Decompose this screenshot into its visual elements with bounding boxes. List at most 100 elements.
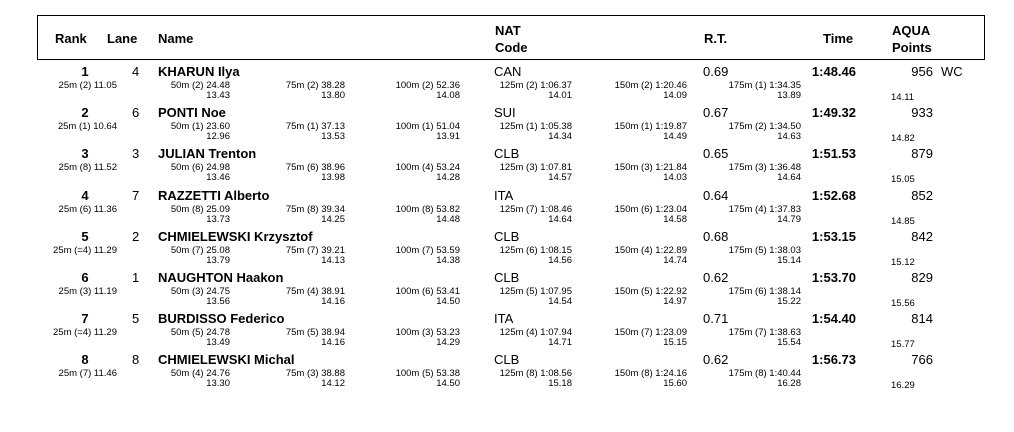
split-175m: 175m (6) 1:38.14 bbox=[728, 286, 801, 297]
split-100m-diff: 14.08 bbox=[436, 90, 460, 101]
split-100m: 100m (3) 53.23 bbox=[395, 327, 460, 339]
rank-cell: 2 bbox=[81, 105, 89, 121]
split-50m-diff: 13.56 bbox=[206, 296, 230, 307]
split-125m-diff: 14.54 bbox=[548, 296, 572, 307]
split-50m: 50m (8) 25.09 bbox=[170, 203, 230, 215]
lane-cell: 3 bbox=[132, 146, 140, 162]
split-175m-diff: 15.14 bbox=[777, 254, 801, 266]
athlete-name: RAZZETTI Alberto bbox=[158, 187, 270, 203]
aqua-points: 814 bbox=[911, 311, 933, 327]
split-50m: 50m (5) 24.78 bbox=[170, 327, 230, 339]
results-header: Rank Lane Name NAT Code R.T. Time AQUA P… bbox=[37, 15, 985, 60]
split-125m-diff: 14.71 bbox=[548, 337, 572, 349]
split-100m: 100m (5) 53.38 bbox=[395, 368, 460, 380]
split-100m: 100m (4) 53.24 bbox=[395, 162, 460, 174]
reaction-time: 0.62 bbox=[703, 352, 729, 368]
athlete-name: PONTI Noe bbox=[158, 105, 226, 121]
rank-cell: 8 bbox=[81, 352, 89, 368]
split-100m-diff: 14.48 bbox=[436, 213, 460, 225]
split-200m-diff: 15.56 bbox=[891, 298, 915, 309]
split-100m-diff: 13.91 bbox=[436, 131, 460, 143]
nat-code: CLB bbox=[494, 352, 520, 368]
reaction-time: 0.64 bbox=[703, 187, 729, 203]
split-25m: 25m (6) 11.36 bbox=[58, 203, 117, 215]
split-25m: 25m (2) 11.05 bbox=[58, 80, 117, 91]
reaction-time: 0.69 bbox=[703, 64, 729, 79]
split-100m-diff: 14.38 bbox=[436, 254, 460, 266]
split-150m-diff: 14.03 bbox=[663, 172, 687, 184]
split-175m-diff: 14.64 bbox=[777, 172, 801, 184]
final-time: 1:56.73 bbox=[811, 352, 856, 368]
aqua-points: 879 bbox=[911, 146, 933, 162]
split-25m: 25m (7) 11.46 bbox=[58, 368, 117, 380]
header-rt: R.T. bbox=[704, 31, 728, 46]
result-row: 6 1 NAUGHTON Haakon CLB 0.62 1:53.70 829 25m (3… bbox=[0, 270, 1014, 311]
result-row: 8 8 CHMIELEWSKI Michal CLB 0.62 1:56.73 766 25m… bbox=[0, 352, 1014, 393]
split-200m-diff: 15.05 bbox=[891, 174, 915, 186]
split-25m: 25m (8) 11.52 bbox=[58, 162, 117, 174]
result-row: 1 4 KHARUN Ilya CAN 0.69 1:48.46 956 WC 25m (2) … bbox=[0, 64, 1014, 105]
split-100m-diff: 14.50 bbox=[436, 296, 460, 307]
split-150m-diff: 14.49 bbox=[663, 131, 687, 143]
split-150m-diff: 14.58 bbox=[663, 213, 687, 225]
lane-cell: 7 bbox=[132, 187, 140, 203]
reaction-time: 0.71 bbox=[703, 311, 729, 327]
rank-cell: 7 bbox=[81, 311, 89, 327]
header-rank: Rank bbox=[55, 31, 87, 46]
split-125m: 125m (5) 1:07.95 bbox=[499, 286, 572, 297]
split-150m-diff: 14.74 bbox=[663, 254, 687, 266]
split-125m-diff: 14.01 bbox=[548, 90, 572, 101]
split-25m: 25m (=4) 11.29 bbox=[53, 327, 117, 339]
aqua-points: 956 bbox=[911, 64, 933, 79]
split-50m-diff: 13.30 bbox=[206, 378, 230, 390]
split-50m-diff: 13.49 bbox=[206, 337, 230, 349]
reaction-time: 0.67 bbox=[703, 105, 729, 121]
split-50m-diff: 13.73 bbox=[206, 213, 230, 225]
nat-code: SUI bbox=[494, 105, 516, 121]
split-75m-diff: 13.53 bbox=[321, 131, 345, 143]
split-150m: 150m (7) 1:23.09 bbox=[614, 327, 687, 339]
split-75m-diff: 13.98 bbox=[321, 172, 345, 184]
result-row: 4 7 RAZZETTI Alberto ITA 0.64 1:52.68 852 25m (… bbox=[0, 188, 1014, 229]
split-100m-diff: 14.50 bbox=[436, 378, 460, 390]
split-200m-diff: 15.77 bbox=[891, 339, 915, 351]
athlete-name: JULIAN Trenton bbox=[158, 146, 257, 162]
split-200m-diff: 15.12 bbox=[891, 256, 915, 268]
split-100m-diff: 14.29 bbox=[436, 337, 460, 349]
final-time: 1:53.15 bbox=[811, 228, 856, 244]
header-name: Name bbox=[158, 31, 194, 46]
split-175m-diff: 14.63 bbox=[777, 131, 801, 143]
rank-cell: 1 bbox=[81, 64, 89, 79]
split-75m-diff: 14.13 bbox=[321, 254, 345, 266]
split-75m-diff: 14.25 bbox=[321, 213, 345, 225]
result-row: 7 5 BURDISSO Federico ITA 0.71 1:54.40 814 25m … bbox=[0, 311, 1014, 352]
athlete-name: KHARUN Ilya bbox=[158, 64, 240, 79]
final-time: 1:48.46 bbox=[811, 64, 856, 79]
split-150m: 150m (4) 1:22.89 bbox=[614, 244, 687, 256]
split-75m-diff: 14.16 bbox=[321, 337, 345, 349]
lane-cell: 1 bbox=[132, 270, 140, 285]
split-75m-diff: 14.16 bbox=[321, 296, 345, 307]
split-150m: 150m (6) 1:23.04 bbox=[614, 203, 687, 215]
split-125m: 125m (2) 1:06.37 bbox=[499, 80, 572, 91]
split-150m-diff: 15.60 bbox=[663, 378, 687, 390]
reaction-time: 0.65 bbox=[703, 146, 729, 162]
split-50m: 50m (3) 24.75 bbox=[170, 286, 230, 297]
split-125m-diff: 14.34 bbox=[548, 131, 572, 143]
split-175m-diff: 16.28 bbox=[777, 378, 801, 390]
split-125m: 125m (4) 1:07.94 bbox=[499, 327, 572, 339]
split-75m: 75m (8) 39.34 bbox=[285, 203, 345, 215]
split-175m: 175m (5) 1:38.03 bbox=[728, 244, 801, 256]
result-row: 5 2 CHMIELEWSKI Krzysztof CLB 0.68 1:53.15 842… bbox=[0, 229, 1014, 270]
aqua-points: 842 bbox=[911, 228, 933, 244]
header-aqua: AQUA bbox=[892, 23, 931, 38]
split-50m-diff: 13.43 bbox=[206, 90, 230, 101]
split-50m: 50m (7) 25.08 bbox=[170, 244, 230, 256]
split-125m: 125m (1) 1:05.38 bbox=[499, 121, 572, 133]
final-time: 1:54.40 bbox=[811, 311, 856, 327]
split-75m: 75m (3) 38.88 bbox=[285, 368, 345, 380]
athlete-name: CHMIELEWSKI Krzysztof bbox=[158, 228, 313, 244]
split-125m: 125m (8) 1:08.56 bbox=[499, 368, 572, 380]
reaction-time: 0.62 bbox=[703, 270, 729, 285]
split-150m: 150m (1) 1:19.87 bbox=[614, 121, 687, 133]
